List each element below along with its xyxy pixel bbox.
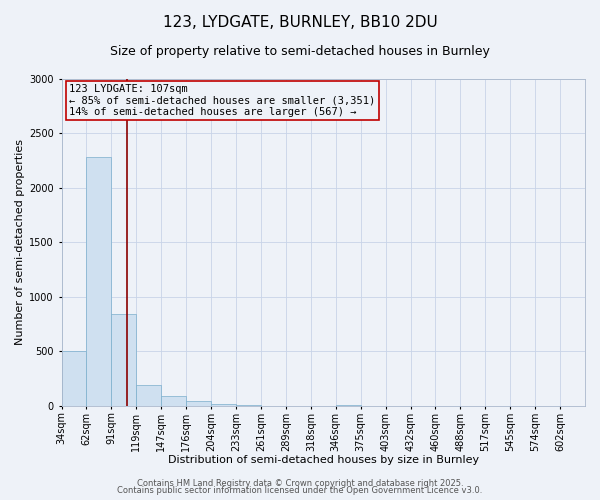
Bar bbox=[211, 404, 236, 406]
Text: 123, LYDGATE, BURNLEY, BB10 2DU: 123, LYDGATE, BURNLEY, BB10 2DU bbox=[163, 15, 437, 30]
X-axis label: Distribution of semi-detached houses by size in Burnley: Distribution of semi-detached houses by … bbox=[168, 455, 479, 465]
Bar bbox=[112, 314, 136, 406]
Bar bbox=[336, 405, 361, 406]
Bar bbox=[186, 401, 211, 406]
Bar bbox=[161, 396, 186, 406]
Bar bbox=[62, 352, 86, 406]
Bar bbox=[86, 158, 112, 406]
Bar bbox=[136, 385, 161, 406]
Text: Contains public sector information licensed under the Open Government Licence v3: Contains public sector information licen… bbox=[118, 486, 482, 495]
Text: Contains HM Land Registry data © Crown copyright and database right 2025.: Contains HM Land Registry data © Crown c… bbox=[137, 478, 463, 488]
Text: 123 LYDGATE: 107sqm
← 85% of semi-detached houses are smaller (3,351)
14% of sem: 123 LYDGATE: 107sqm ← 85% of semi-detach… bbox=[70, 84, 376, 117]
Text: Size of property relative to semi-detached houses in Burnley: Size of property relative to semi-detach… bbox=[110, 45, 490, 58]
Y-axis label: Number of semi-detached properties: Number of semi-detached properties bbox=[15, 140, 25, 346]
